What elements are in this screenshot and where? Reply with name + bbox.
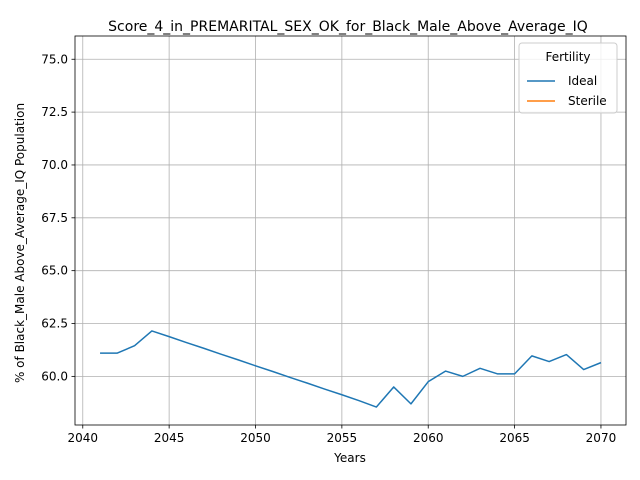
y-tick-label: 60.0: [41, 369, 68, 383]
x-tick-label: 2065: [499, 431, 530, 445]
x-tick-label: 2045: [154, 431, 185, 445]
y-tick-label: 65.0: [41, 264, 68, 278]
axis-ticks: 2040 2045 2050 2055 2060 2065 2070 60.0 62.5 65.0…: [41, 52, 616, 445]
plot-frame: [74, 35, 627, 426]
grid-lines: [75, 36, 626, 425]
y-tick-label: 72.5: [41, 105, 68, 119]
series-line-ideal: [100, 330, 602, 408]
x-axis-label: Years: [333, 451, 366, 465]
x-tick-label: 2050: [240, 431, 271, 445]
x-tick-label: 2060: [413, 431, 444, 445]
legend-label-ideal: Ideal: [568, 74, 597, 88]
y-axis-label: % of Black_Male Above_Average_IQ Populat…: [13, 103, 27, 383]
y-tick-label: 75.0: [41, 52, 68, 66]
chart-title: Score_4_in_PREMARITAL_SEX_OK_for_Black_M…: [108, 19, 588, 35]
legend-label-sterile: Sterile: [568, 94, 607, 108]
series-lines: [100, 330, 602, 408]
legend-title: Fertility: [545, 50, 590, 64]
y-tick-label: 62.5: [41, 317, 68, 331]
legend-box: [518, 42, 618, 114]
y-tick-label: 70.0: [41, 158, 68, 172]
legend-entries: Ideal Sterile: [527, 74, 607, 108]
legend: Fertility Ideal Sterile: [518, 42, 618, 114]
x-tick-label: 2070: [586, 431, 617, 445]
x-tick-label: 2055: [327, 431, 358, 445]
y-tick-label: 67.5: [41, 211, 68, 225]
x-tick-label: 2040: [67, 431, 98, 445]
